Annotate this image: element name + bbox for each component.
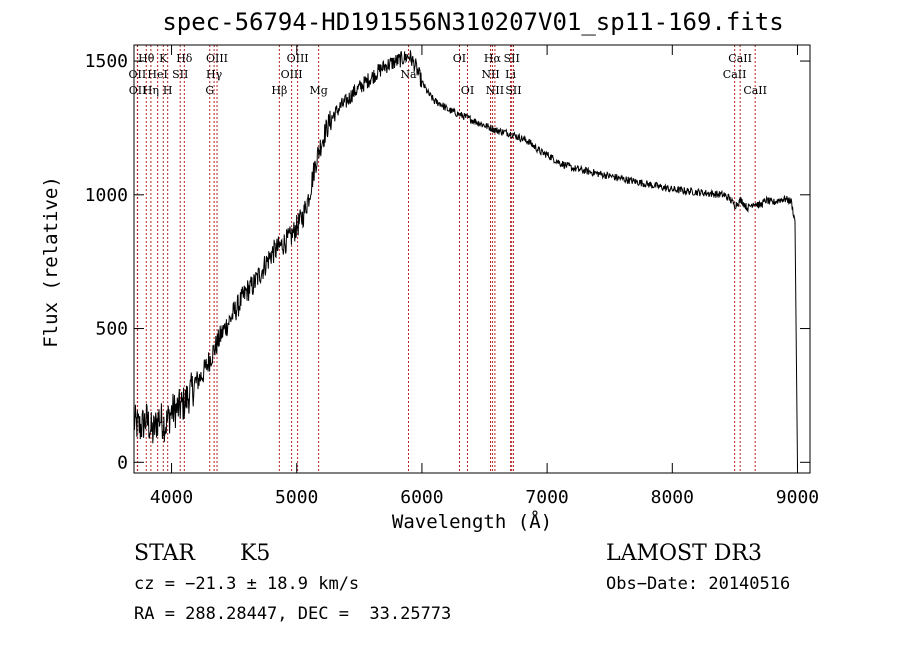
spectral-line-label: OIII bbox=[206, 52, 228, 65]
spectral-line-label: Hθ bbox=[138, 52, 155, 65]
spectral-line-label: CaII bbox=[743, 84, 767, 97]
spectral-line-label: SII bbox=[172, 68, 188, 81]
observation-date: Obs−Date: 20140516 bbox=[606, 574, 791, 594]
object-class: STAR bbox=[134, 541, 195, 566]
x-tick-label: 9000 bbox=[776, 487, 819, 508]
spectral-line-label: OII bbox=[129, 84, 147, 97]
spectral-line-label: Hγ bbox=[206, 68, 223, 81]
spectral-line-label: Li bbox=[505, 68, 516, 81]
spectral-line-label: SII bbox=[504, 52, 520, 65]
spectral-line-label: OII bbox=[129, 68, 147, 81]
y-tick-label: 500 bbox=[95, 319, 128, 340]
spectral-line-label: Hδ bbox=[176, 52, 193, 65]
y-axis-label: Flux (relative) bbox=[40, 176, 62, 348]
spectral-line-label: OIII bbox=[287, 52, 309, 65]
spectral-line-label: Hα bbox=[484, 52, 502, 65]
spectral-line-label: K bbox=[159, 52, 168, 65]
spectral-line-label: OI bbox=[461, 84, 474, 97]
spectral-line-label: Mg bbox=[309, 84, 327, 97]
spectral-subclass: K5 bbox=[240, 541, 271, 566]
plot-frame bbox=[133, 44, 811, 474]
y-axis-ticks: 0 500 1000 1500 bbox=[85, 51, 810, 473]
coordinates: RA = 288.28447, DEC = 33.25773 bbox=[134, 604, 452, 624]
y-tick-label: 1500 bbox=[85, 51, 128, 72]
y-tick-label: 1000 bbox=[85, 185, 128, 206]
spectral-line-label: G bbox=[205, 84, 214, 97]
spectral-line-label: NII bbox=[486, 84, 504, 97]
spectral-line-label: Hβ bbox=[271, 84, 287, 97]
spectral-line-label: OIII bbox=[281, 68, 303, 81]
x-axis-label: Wavelength (Å) bbox=[392, 510, 552, 533]
spectral-line-label: H bbox=[163, 84, 173, 97]
spectral-line-label: SII bbox=[505, 84, 521, 97]
chart-title: spec-56794-HD191556N310207V01_sp11-169.f… bbox=[162, 8, 783, 36]
spectral-line-markers bbox=[136, 45, 756, 473]
survey-name: LAMOST DR3 bbox=[606, 541, 762, 566]
y-tick-label: 0 bbox=[117, 452, 128, 473]
x-tick-label: 7000 bbox=[525, 487, 568, 508]
x-tick-label: 4000 bbox=[150, 487, 193, 508]
redshift-value: cz = −21.3 ± 18.9 km/s bbox=[134, 574, 360, 594]
x-tick-label: 6000 bbox=[400, 487, 443, 508]
spectrum-line bbox=[133, 50, 798, 468]
spectral-line-label: HeI bbox=[147, 68, 167, 81]
x-axis-ticks: 4000 5000 6000 7000 8000 9000 bbox=[150, 45, 819, 508]
spectral-line-label: Hη bbox=[143, 84, 159, 97]
spectral-line-label: NII bbox=[481, 68, 499, 81]
spectral-line-label: CaII bbox=[723, 68, 747, 81]
x-tick-label: 5000 bbox=[275, 487, 318, 508]
spectral-line-label: Na bbox=[400, 68, 417, 81]
x-tick-label: 8000 bbox=[651, 487, 694, 508]
spectral-line-label: OI bbox=[453, 52, 466, 65]
spectral-line-label: CaII bbox=[728, 52, 752, 65]
spectral-line-labels: Hθ OII OII K HeI Hη Hδ SII H OIII Hγ G OIII OIII Hβ Mg N… bbox=[129, 52, 767, 97]
